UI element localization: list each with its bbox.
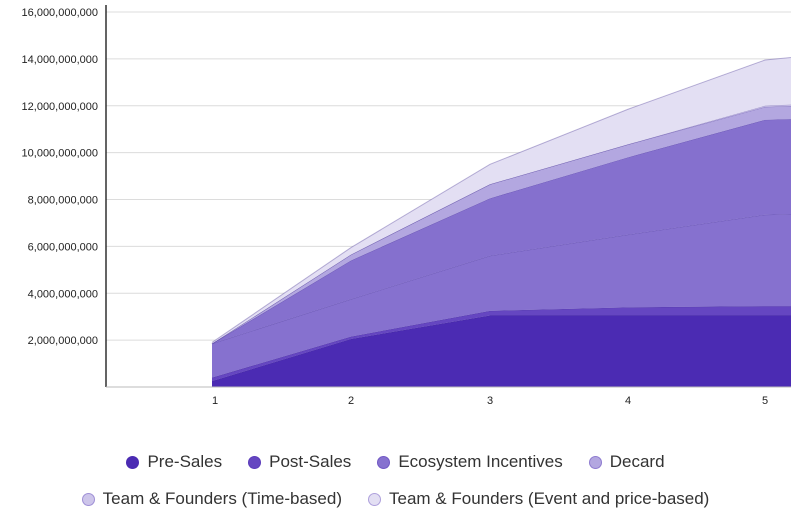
series-area [212, 315, 791, 387]
legend-label: Pre-Sales [147, 452, 223, 471]
legend-label: Team & Founders (Event and price-based) [389, 489, 710, 508]
series-edge [211, 57, 791, 343]
stacked-area-chart: 2,000,000,000 4,000,000,000 6,000,000,000 8… [22, 5, 791, 407]
series-area [212, 214, 791, 378]
y-tick-label: 2,000,000,000 [28, 335, 98, 347]
y-tick-label: 14,000,000,000 [22, 54, 98, 66]
legend-swatch-icon [377, 455, 391, 469]
y-tick-label: 8,000,000,000 [28, 195, 98, 207]
y-tick-label: 12,000,000,000 [22, 101, 98, 113]
y-tick-label: 6,000,000,000 [28, 241, 98, 253]
legend-item: Decard [588, 452, 665, 472]
x-tick-label: 5 [762, 395, 768, 407]
series-area [212, 306, 791, 382]
legend-item: Team & Founders (Event and price-based) [368, 489, 709, 509]
legend-row-secondary: Team & Founders (Time-based) Team & Found… [0, 489, 791, 509]
legend-label: Decard [609, 452, 665, 471]
legend-swatch-icon [368, 492, 382, 506]
x-tick-label: 2 [348, 395, 354, 407]
legend-swatch-icon [588, 455, 602, 469]
legend-swatch-icon [248, 455, 262, 469]
series-area [212, 57, 791, 344]
legend-swatch-icon [81, 492, 95, 506]
x-tick-label: 1 [212, 395, 218, 407]
series-edge [211, 118, 791, 345]
legend-item: Ecosystem Incentives [377, 452, 563, 472]
y-tick-label: 10,000,000,000 [22, 148, 98, 160]
legend-label: Ecosystem Incentives [398, 452, 563, 471]
y-tick-label: 4,000,000,000 [28, 288, 98, 300]
legend-item: Team & Founders (Time-based) [81, 489, 343, 509]
legend-label: Post-Sales [269, 452, 352, 471]
series-area [212, 119, 791, 344]
legend-swatch-icon [126, 455, 140, 469]
legend-row-primary: Pre-Sales Post-Sales Ecosystem Incentives D… [0, 452, 791, 472]
legend-item: Post-Sales [248, 452, 351, 472]
legend-label: Team & Founders (Time-based) [102, 489, 343, 508]
x-tick-label: 4 [625, 395, 631, 407]
legend-item: Pre-Sales [126, 452, 222, 472]
x-tick-label: 3 [487, 395, 493, 407]
y-tick-label: 16,000,000,000 [22, 7, 98, 19]
